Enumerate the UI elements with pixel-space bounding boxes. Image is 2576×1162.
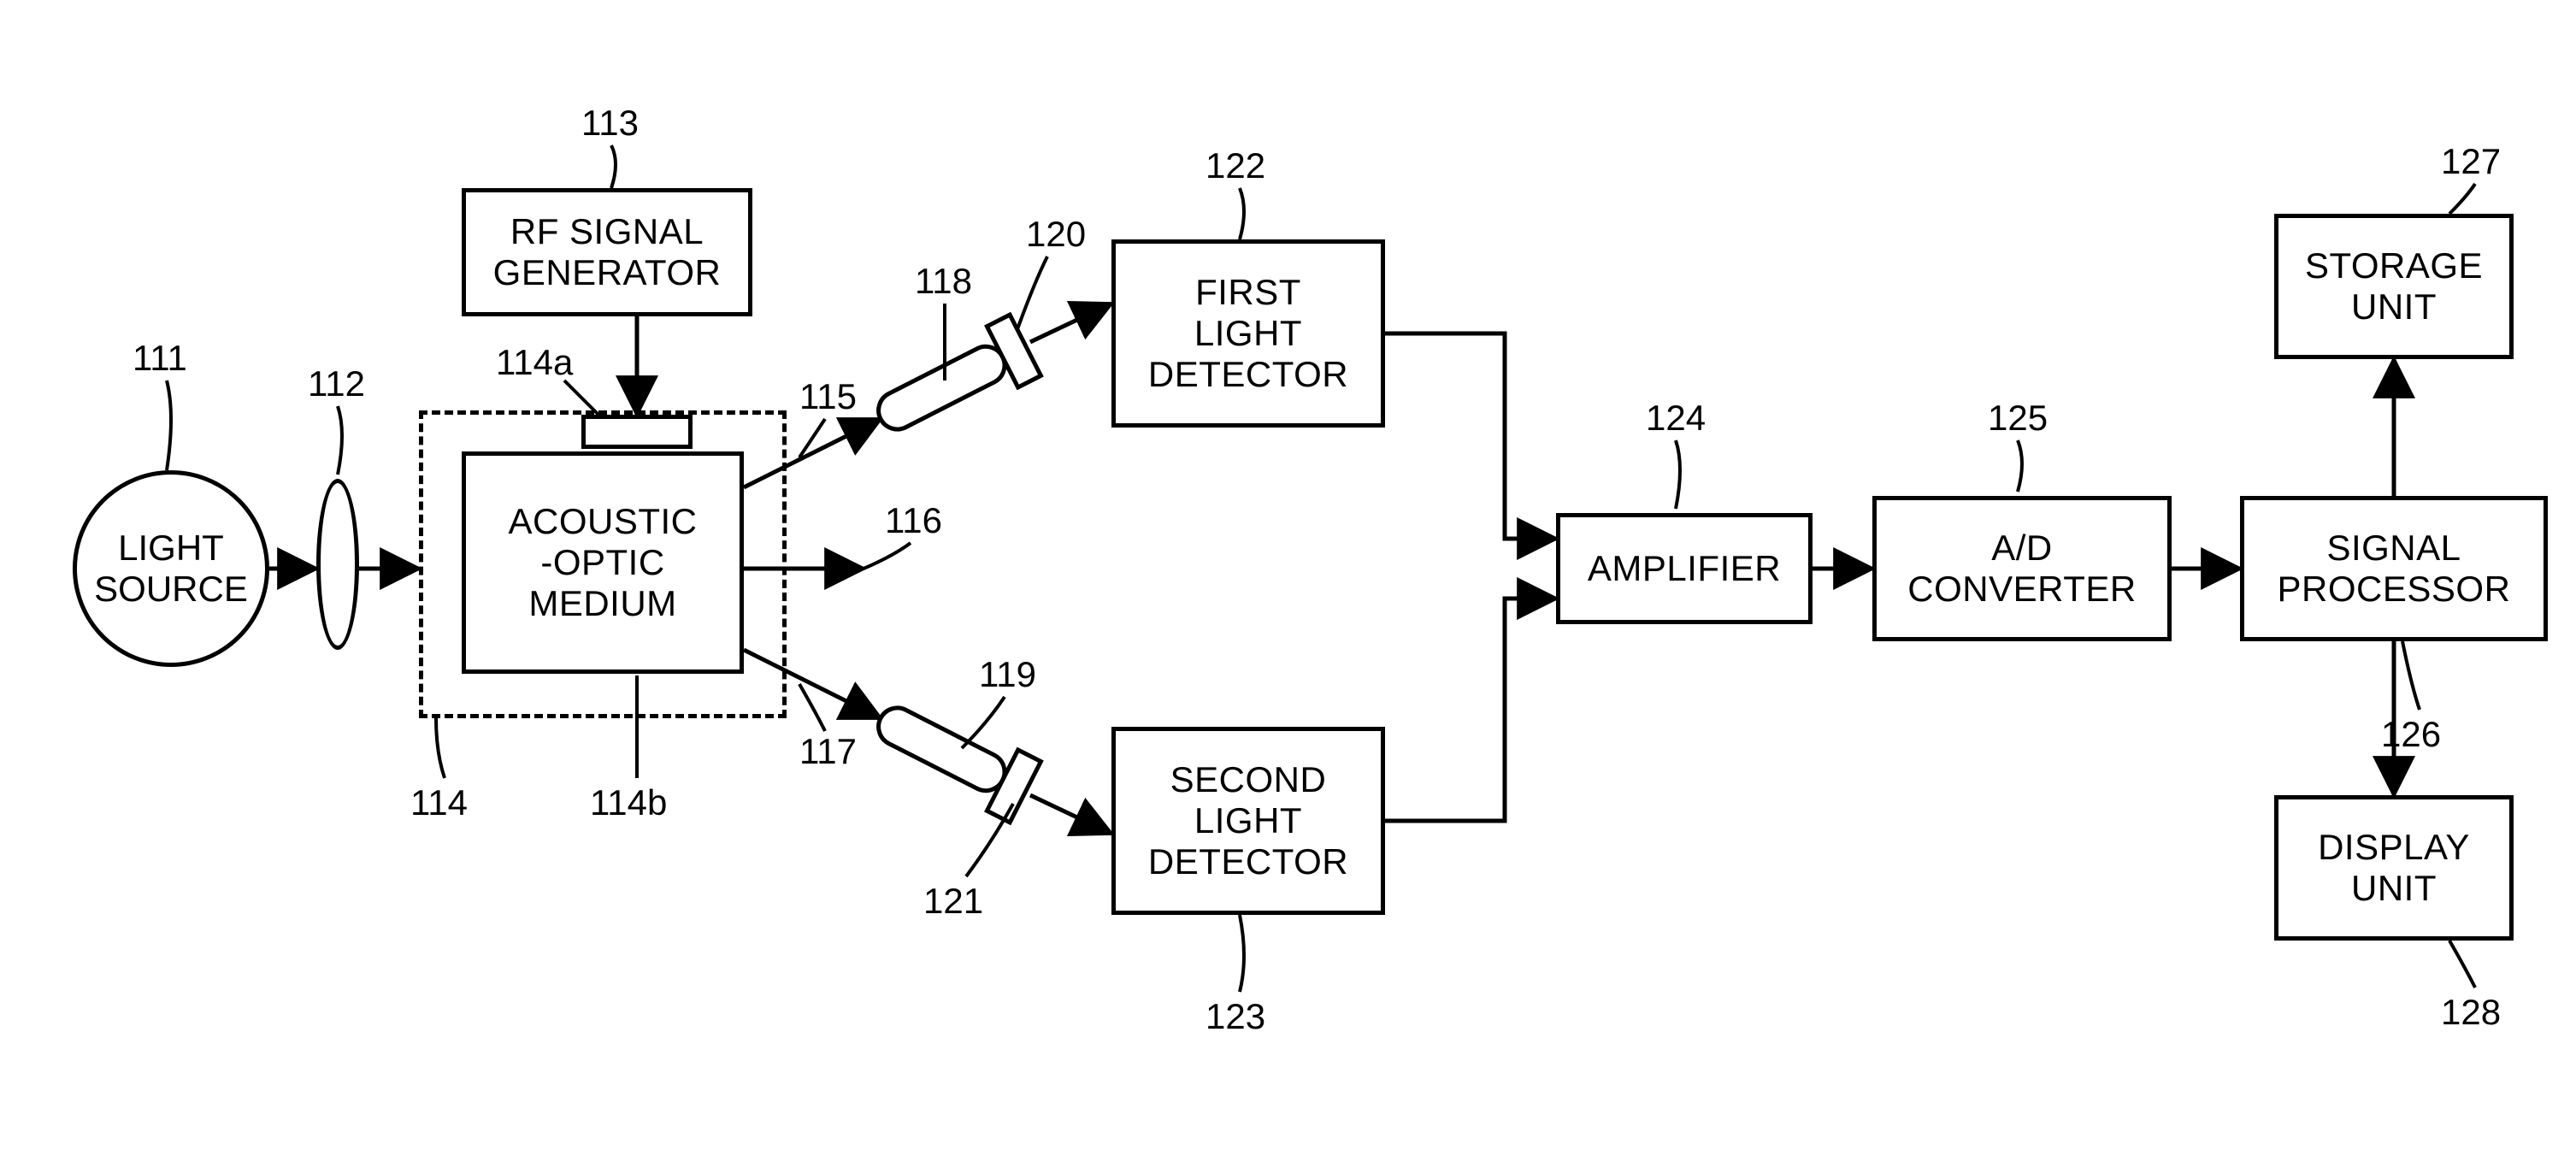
ref-115: 115	[799, 376, 857, 417]
light-source-block: LIGHTSOURCE	[73, 470, 269, 667]
wire-det1-amp	[1385, 333, 1556, 539]
ref-114b: 114b	[590, 782, 667, 823]
leader-111	[167, 380, 171, 470]
beam-to-det1	[1030, 304, 1111, 342]
storage-label: STORAGEUNIT	[2305, 245, 2483, 328]
leader-112	[338, 406, 342, 475]
ref-114: 114	[410, 782, 468, 823]
leader-126	[2402, 641, 2420, 710]
leader-119	[962, 697, 1005, 748]
leader-125	[2018, 440, 2022, 492]
leader-120	[1017, 257, 1047, 329]
ref-120: 120	[1026, 214, 1086, 255]
leader-117	[799, 684, 825, 731]
second-detector-block: SECONDLIGHTDETECTOR	[1111, 727, 1385, 915]
ref-126: 126	[2381, 714, 2441, 755]
ref-123: 123	[1205, 996, 1265, 1037]
ao-medium-label: ACOUSTIC-OPTICMEDIUM	[508, 501, 697, 625]
adc-label: A/DCONVERTER	[1907, 528, 2136, 610]
sample-upper	[865, 315, 1041, 450]
ref-127: 127	[2441, 141, 2501, 182]
second-detector-label: SECONDLIGHTDETECTOR	[1148, 759, 1348, 883]
ref-113: 113	[581, 103, 639, 144]
adc-block: A/DCONVERTER	[1872, 496, 2172, 641]
leader-113	[611, 145, 616, 188]
ref-121: 121	[923, 881, 983, 922]
sample-lower	[865, 687, 1041, 823]
ref-118: 118	[915, 261, 972, 302]
ref-122: 122	[1205, 145, 1265, 186]
ref-128: 128	[2441, 992, 2501, 1033]
light-source-label: LIGHTSOURCE	[94, 528, 248, 610]
first-detector-label: FIRSTLIGHTDETECTOR	[1148, 272, 1348, 396]
leader-115	[799, 419, 825, 457]
leader-122	[1240, 188, 1244, 239]
leader-121	[966, 804, 1013, 876]
ao-medium-block: ACOUSTIC-OPTICMEDIUM	[462, 451, 744, 674]
leader-116	[864, 543, 911, 569]
amplifier-label: AMPLIFIER	[1588, 548, 1781, 589]
display-label: DISPLAYUNIT	[2318, 827, 2470, 910]
display-block: DISPLAYUNIT	[2274, 795, 2514, 941]
ref-111: 111	[133, 338, 187, 379]
leader-124	[1676, 440, 1680, 509]
transducer-block	[581, 415, 693, 449]
amplifier-block: AMPLIFIER	[1556, 513, 1813, 624]
leader-123	[1240, 915, 1244, 992]
rf-generator-block: RF SIGNALGENERATOR	[462, 188, 752, 316]
leader-114a	[564, 380, 598, 415]
ref-124: 124	[1646, 398, 1706, 439]
ref-117: 117	[799, 731, 857, 772]
ref-119: 119	[979, 654, 1036, 695]
ref-114a: 114a	[496, 342, 573, 383]
leader-127	[2449, 184, 2475, 214]
signal-processor-label: SIGNALPROCESSOR	[2278, 528, 2511, 610]
leader-114	[436, 718, 445, 778]
ref-116: 116	[885, 500, 942, 541]
ref-125: 125	[1988, 398, 2048, 439]
leader-128	[2449, 941, 2475, 988]
rf-generator-label: RF SIGNALGENERATOR	[493, 211, 722, 294]
lens-block	[316, 479, 359, 650]
first-detector-block: FIRSTLIGHTDETECTOR	[1111, 239, 1385, 428]
storage-block: STORAGEUNIT	[2274, 214, 2514, 359]
signal-processor-block: SIGNALPROCESSOR	[2240, 496, 2548, 641]
beam-to-det2	[1030, 795, 1111, 834]
connectors-layer	[0, 0, 2576, 1162]
wire-det2-amp	[1385, 599, 1556, 821]
ref-112: 112	[308, 363, 365, 404]
